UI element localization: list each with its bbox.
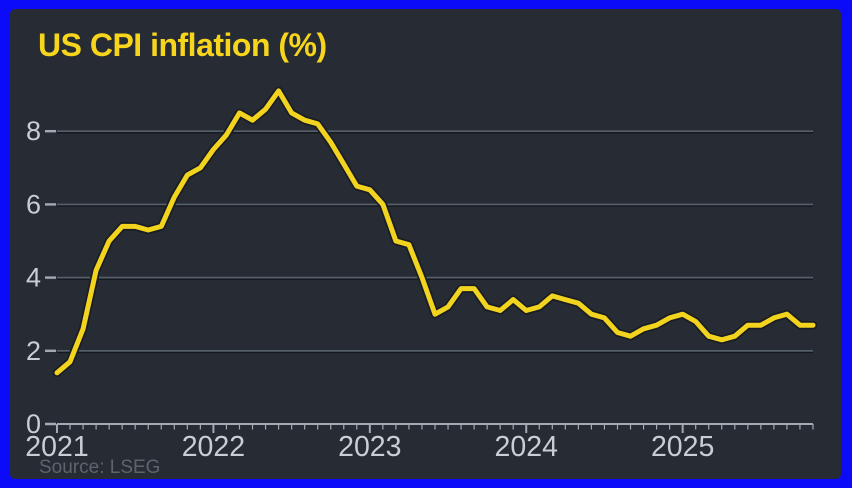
cpi-line (54, 88, 816, 376)
x-axis-label: 2021 (25, 431, 88, 463)
y-gridlines (57, 130, 813, 354)
cpi-line-chart: 0 2 4 6 8 2021 2022 2023 2024 2025 (25, 86, 818, 463)
y-axis-label: 0 (26, 409, 41, 439)
chart-title: US CPI inflation (%) (38, 27, 327, 63)
x-axis-label: 2025 (651, 431, 714, 463)
source-note: Source: LSEG (39, 457, 161, 478)
y-tick-labels: 0 2 4 6 8 (26, 116, 56, 439)
chart-panel: 0 2 4 6 8 2021 2022 2023 2024 2025 US CPI inflati… (10, 9, 841, 479)
x-axis (56, 423, 814, 433)
y-axis-label: 2 (26, 336, 41, 366)
x-axis-label: 2024 (495, 431, 559, 463)
y-axis-label: 8 (26, 116, 41, 146)
x-axis-label: 2023 (338, 431, 401, 463)
x-tick-labels: 2021 2022 2023 2024 2025 (25, 431, 714, 463)
x-axis-label: 2022 (182, 431, 245, 463)
y-axis-label: 4 (26, 263, 41, 293)
y-axis-label: 6 (26, 189, 41, 219)
